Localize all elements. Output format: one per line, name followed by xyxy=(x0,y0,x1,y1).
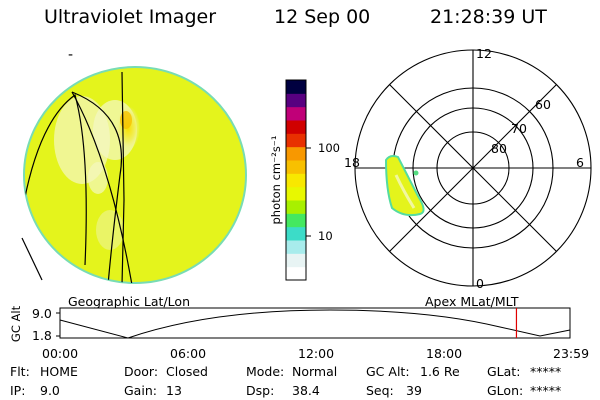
altitude-curve xyxy=(59,309,571,339)
gcalt-label: GC Alt: xyxy=(366,364,410,379)
ip-value: 9.0 xyxy=(40,383,60,398)
colorbar-segment xyxy=(286,133,306,148)
gcalt-value: 1.6 Re xyxy=(420,364,460,379)
dsp-label: Dsp: xyxy=(246,383,275,398)
mlat-label-70: 70 xyxy=(511,121,527,136)
time-tick-1800: 18:00 xyxy=(426,346,463,361)
mlt-label-18: 18 xyxy=(344,155,360,170)
geo-tick-mark: - xyxy=(68,47,74,63)
colorbar-segment xyxy=(286,253,306,268)
seq-value: 39 xyxy=(406,383,422,398)
mlat-label-60: 60 xyxy=(535,97,551,112)
dsp-value: 38.4 xyxy=(292,383,320,398)
colorbar-segment xyxy=(286,93,306,108)
auroral-emission xyxy=(384,155,425,217)
lon-line xyxy=(71,91,133,283)
colorbar-tick-100: 100 xyxy=(318,141,340,155)
colorbar-segment xyxy=(286,80,306,94)
time-tick-0000: 00:00 xyxy=(42,346,79,361)
door-label: Door: xyxy=(124,364,159,379)
mlt-diagonal xyxy=(389,84,557,252)
flt-label: Flt: xyxy=(10,364,30,379)
glon-label: GLon: xyxy=(487,383,524,398)
colorbar-tick-10: 10 xyxy=(318,229,333,243)
colorbar-segment xyxy=(286,266,306,281)
altitude-tick-1-8: 1.8 xyxy=(32,328,52,343)
time-tick-2359: 23:59 xyxy=(553,346,590,361)
mlt-label-12: 12 xyxy=(476,46,492,61)
observation-time: 21:28:39 UT xyxy=(430,6,547,28)
lon-line xyxy=(121,71,125,283)
mlat-label-80: 80 xyxy=(491,141,507,156)
colorbar-segment xyxy=(286,226,306,241)
gain-label: Gain: xyxy=(124,383,157,398)
polar-plot xyxy=(354,49,592,287)
time-tick-1200: 12:00 xyxy=(298,346,335,361)
ip-label: IP: xyxy=(10,383,26,398)
mode-value: Normal xyxy=(292,364,338,379)
observation-date: 12 Sep 00 xyxy=(274,6,371,28)
lon-line xyxy=(24,94,87,266)
colorbar-segment xyxy=(286,186,306,201)
door-value: Closed xyxy=(166,364,208,379)
geographic-image xyxy=(21,66,247,284)
colorbar-unit-label: photon cm⁻²s⁻¹ xyxy=(269,135,283,225)
colorbar-frame xyxy=(285,79,307,281)
glon-value: ***** xyxy=(530,383,562,398)
colorbar-segment xyxy=(286,146,306,161)
colorbar-segment xyxy=(286,160,306,174)
colorbar-segment xyxy=(286,213,306,228)
time-tick-0600: 06:00 xyxy=(170,346,207,361)
emission-spot xyxy=(413,170,419,176)
mode-label: Mode: xyxy=(246,364,285,379)
geographic-caption: Geographic Lat/Lon xyxy=(68,294,190,309)
glat-value: ***** xyxy=(530,364,562,379)
colorbar-segment xyxy=(286,200,306,214)
glat-label: GLat: xyxy=(487,364,521,379)
instrument-title: Ultraviolet Imager xyxy=(44,6,217,28)
colorbar xyxy=(285,79,311,281)
colorbar-segment xyxy=(286,240,306,254)
colorbar-segment xyxy=(286,173,306,188)
mlt-label-0: 0 xyxy=(476,276,484,291)
altitude-tick-9: 9.0 xyxy=(32,306,52,321)
earth-disk xyxy=(23,66,247,284)
flt-value: HOME xyxy=(40,364,78,379)
mlt-label-6: 6 xyxy=(576,155,584,170)
lon-line xyxy=(71,91,122,283)
colorbar-segment xyxy=(286,120,306,134)
altitude-axis-label: GC Alt xyxy=(9,305,23,343)
terminator-line xyxy=(21,237,43,281)
gain-value: 13 xyxy=(166,383,182,398)
altitude-plot-frame xyxy=(59,307,571,339)
apex-caption: Apex MLat/MLT xyxy=(425,294,519,309)
colorbar-segment xyxy=(286,106,306,121)
seq-label: Seq: xyxy=(366,383,394,398)
altitude-strip xyxy=(56,307,571,339)
